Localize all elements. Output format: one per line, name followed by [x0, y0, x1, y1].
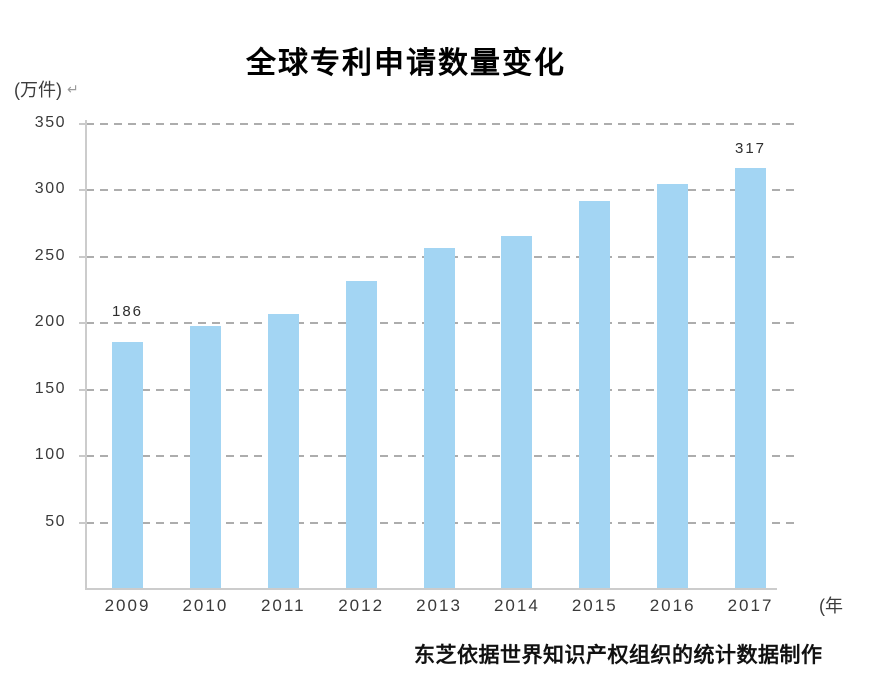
bar-2017	[735, 167, 766, 588]
y-tick-350	[79, 123, 85, 125]
y-axis-label-350: 350	[34, 114, 66, 131]
gridline-350	[86, 123, 795, 125]
x-axis-label-2012: 2012	[338, 596, 385, 615]
source-note: 东芝依据世界知识产权组织的统计数据制作	[414, 644, 823, 667]
y-tick-150	[79, 388, 85, 391]
y-tick-300	[79, 189, 85, 192]
x-axis-label-2013: 2013	[416, 596, 462, 615]
bar-2014	[501, 235, 533, 588]
bar-2013	[423, 247, 455, 588]
y-axis-label-150: 150	[34, 379, 66, 397]
y-axis-unit: (万件) ↵	[14, 76, 79, 102]
y-axis-label-100: 100	[34, 446, 66, 464]
x-axis-label-2015: 2015	[571, 596, 618, 615]
y-axis-unit-text: (万件)	[14, 80, 62, 100]
y-tick-250	[79, 255, 85, 258]
x-axis-line	[85, 588, 777, 590]
chart-title: 全球专利申请数量变化	[246, 47, 566, 80]
x-axis-label-2011: 2011	[260, 596, 306, 615]
x-axis-label-2016: 2016	[649, 596, 696, 615]
x-axis-label-2009: 2009	[104, 596, 151, 615]
bar-2010	[189, 325, 221, 588]
y-axis-label-300: 300	[34, 180, 66, 198]
y-tick-200	[79, 322, 85, 325]
value-label-2009: 186	[111, 302, 144, 320]
y-tick-50	[79, 521, 85, 524]
bar-2015	[579, 201, 611, 588]
y-axis-line	[85, 120, 87, 590]
gridline-300	[86, 189, 795, 192]
return-mark-icon: ↵	[67, 81, 79, 97]
x-axis-label-2017: 2017	[727, 596, 774, 615]
y-tick-100	[79, 455, 85, 458]
x-axis-label-2010: 2010	[182, 596, 229, 615]
value-label-2017: 317	[734, 139, 767, 157]
y-axis-label-50: 50	[45, 512, 66, 530]
bar-2012	[345, 280, 377, 588]
x-axis-label-2014: 2014	[493, 596, 540, 615]
bar-2016	[657, 183, 689, 588]
y-axis-label-200: 200	[34, 313, 66, 331]
x-axis-unit: (年	[819, 596, 843, 616]
y-axis-label-250: 250	[34, 246, 66, 264]
bar-2011	[267, 313, 299, 588]
bar-2009	[112, 341, 143, 588]
